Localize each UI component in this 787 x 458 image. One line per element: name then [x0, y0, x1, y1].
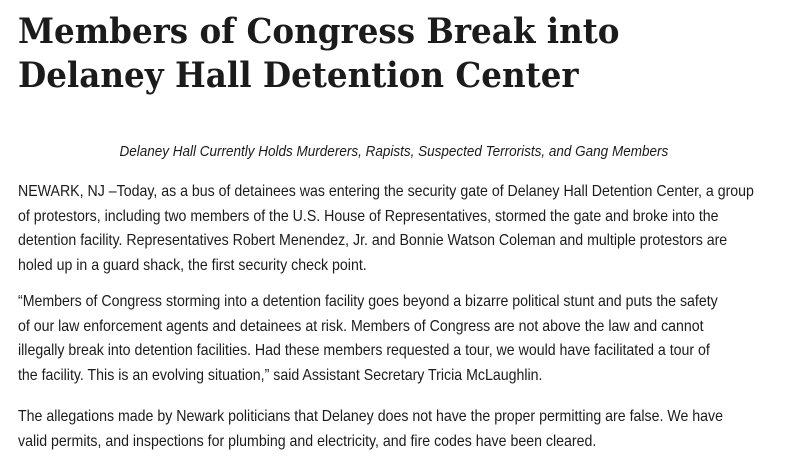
- article-title: Members of Congress Break into Delaney H…: [18, 10, 665, 98]
- text-line: detention facility. Representatives Robe…: [18, 232, 728, 249]
- text-line: the facility. This is an evolving situat…: [18, 366, 543, 384]
- subtitle-text: Delaney Hall Currently Holds Murderers, …: [119, 143, 668, 160]
- text-line: The allegations made by Newark politicia…: [18, 408, 723, 425]
- text-line: “Members of Congress storming into a det…: [18, 293, 718, 310]
- text-line: NEWARK, NJ –Today, as a bus of detainees…: [18, 183, 754, 200]
- text-line: valid permits, and inspections for plumb…: [18, 432, 597, 450]
- paragraph-2-quote: “Members of Congress storming into a det…: [18, 290, 787, 388]
- paragraph-3: The allegations made by Newark politicia…: [18, 405, 787, 454]
- title-line: Members of Congress Break into: [18, 11, 620, 52]
- title-line: Delaney Hall Detention Center: [18, 55, 579, 96]
- article-subtitle: Delaney Hall Currently Holds Murderers, …: [0, 141, 787, 163]
- text-line: illegally break into detention facilitie…: [18, 342, 710, 359]
- text-line: of our law enforcement agents and detain…: [18, 317, 704, 335]
- text-line: of protestors, including two members of …: [18, 207, 719, 225]
- text-line: holed up in a guard shack, the first sec…: [18, 256, 367, 274]
- paragraph-1: NEWARK, NJ –Today, as a bus of detainees…: [18, 180, 787, 278]
